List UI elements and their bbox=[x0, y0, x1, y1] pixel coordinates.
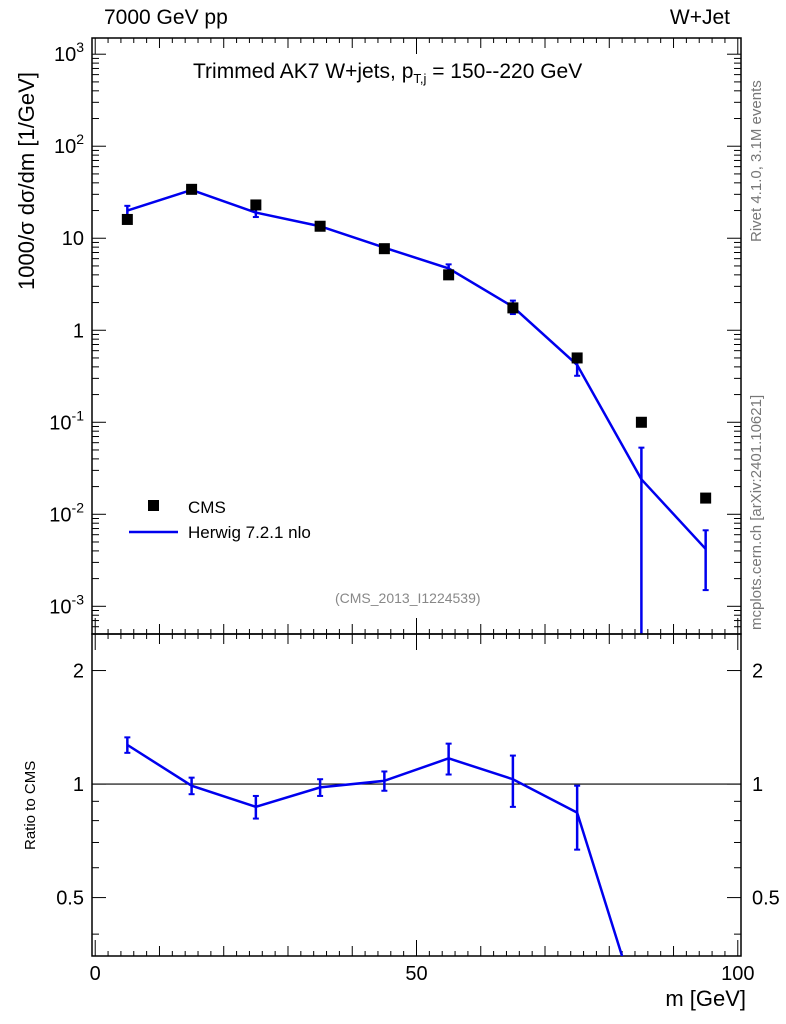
data-point bbox=[443, 269, 455, 281]
y-tick-label: 103 bbox=[54, 39, 84, 66]
ratio-y-tick-label-right: 1 bbox=[752, 774, 763, 796]
energy-label: 7000 GeV pp bbox=[104, 6, 228, 29]
x-tick-label: 100 bbox=[721, 963, 754, 985]
data-point bbox=[700, 492, 712, 504]
legend: CMS Herwig 7.2.1 nlo bbox=[129, 498, 311, 542]
mc-line bbox=[126, 188, 707, 550]
y-tick-label: 1 bbox=[73, 320, 84, 342]
x-tick-label: 0 bbox=[90, 963, 101, 985]
ratio-clipped bbox=[124, 736, 624, 956]
main-panel-ticks bbox=[92, 38, 741, 635]
mc-series bbox=[124, 187, 709, 634]
analysis-reference: (CMS_2013_I1224539) bbox=[335, 590, 481, 606]
ratio-y-tick-label-right: 2 bbox=[752, 661, 763, 683]
ratio-y-axis-label: Ratio to CMS bbox=[22, 760, 39, 850]
data-point bbox=[314, 220, 326, 232]
data-series bbox=[121, 183, 712, 504]
ratio-panel-tick-labels: 0.5 0.5 1 1 2 2 0 50 100 bbox=[56, 661, 780, 985]
data-point bbox=[507, 302, 519, 314]
y-tick-label: 102 bbox=[54, 131, 84, 158]
x-axis-label: m [GeV] bbox=[665, 986, 746, 1011]
ratio-line bbox=[126, 743, 624, 956]
mcplots-label: mcplots.cern.ch [arXiv:2401.10621] bbox=[748, 394, 765, 630]
legend-label-mc: Herwig 7.2.1 nlo bbox=[188, 523, 311, 542]
data-point bbox=[378, 243, 390, 255]
legend-label-data: CMS bbox=[188, 498, 226, 517]
title-rest: = 150--220 GeV bbox=[426, 60, 583, 83]
ratio-series bbox=[124, 736, 624, 956]
ratio-panel-ticks bbox=[92, 634, 741, 956]
main-panel-tick-labels: 10-3 10-2 10-1 1 10 102 103 bbox=[49, 39, 84, 618]
y-tick-label: 10-3 bbox=[49, 591, 84, 618]
y-tick-label: 10-1 bbox=[49, 407, 84, 434]
y-tick-label: 10-2 bbox=[49, 499, 84, 526]
chart-title: Trimmed AK7 W+jets, pT,j = 150--220 GeV bbox=[193, 60, 582, 86]
title-main: Trimmed AK7 W+jets, p bbox=[193, 60, 414, 83]
data-point bbox=[121, 213, 133, 225]
main-plot-border bbox=[91, 37, 742, 635]
rivet-version-label: Rivet 4.1.0, 3.1M events bbox=[748, 80, 765, 242]
x-tick-label: 50 bbox=[405, 963, 427, 985]
legend-marker-data bbox=[148, 500, 159, 511]
data-point bbox=[186, 183, 198, 195]
title-subscript: T,j bbox=[413, 71, 427, 87]
ratio-y-tick-label-right: 0.5 bbox=[752, 888, 780, 910]
ratio-y-tick-label: 2 bbox=[73, 661, 84, 683]
y-tick-label: 10 bbox=[62, 228, 84, 250]
data-point bbox=[250, 199, 262, 211]
process-label: W+Jet bbox=[669, 6, 730, 29]
data-point bbox=[571, 352, 583, 364]
ratio-y-tick-label: 0.5 bbox=[56, 888, 84, 910]
data-point bbox=[635, 416, 647, 428]
main-y-axis-label: 1000/σ dσ/dm [1/GeV] bbox=[14, 72, 39, 290]
main-panel-frame bbox=[91, 37, 742, 635]
ratio-y-tick-label: 1 bbox=[73, 774, 84, 796]
